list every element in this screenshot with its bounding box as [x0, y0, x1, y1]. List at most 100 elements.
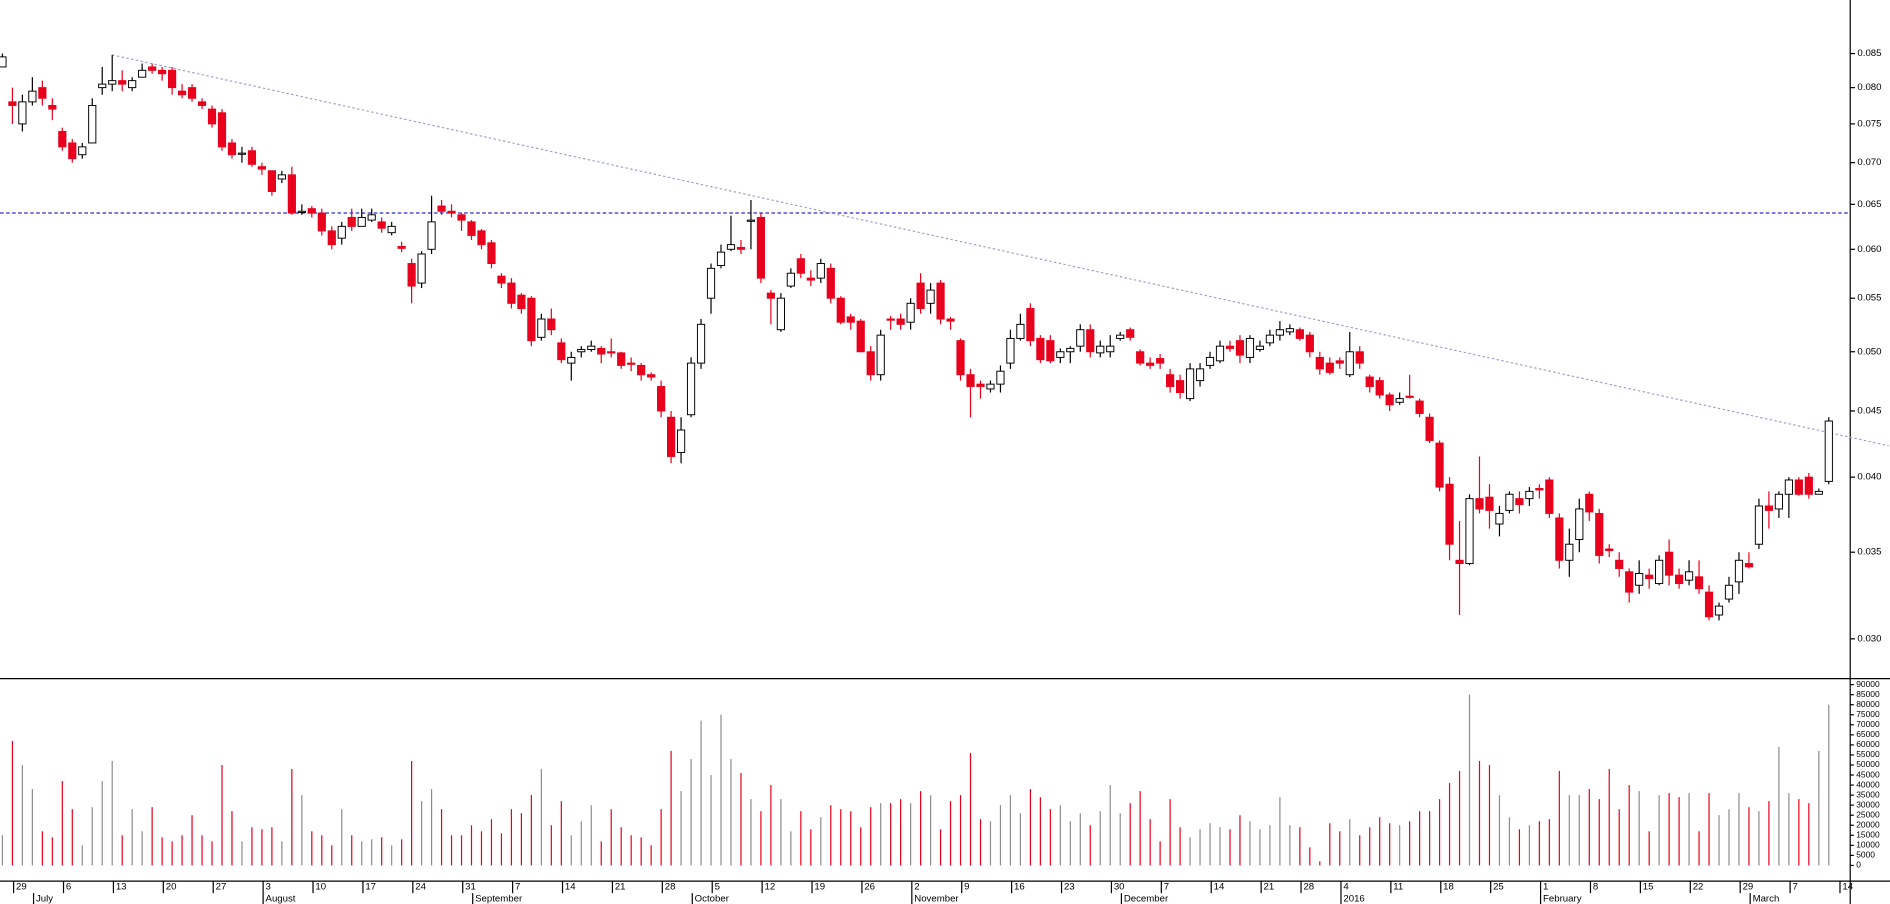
candle-body [896, 318, 905, 325]
candle-body [267, 170, 276, 192]
x-tick-label: 14 [1842, 882, 1853, 893]
candle-body [856, 320, 865, 353]
x-tick-label: 11 [1393, 882, 1403, 893]
candle-body [676, 429, 686, 453]
candle-body [1465, 498, 1474, 565]
candle-body [317, 212, 326, 232]
x-tick-label: 23 [1064, 882, 1075, 893]
candle-body [457, 214, 466, 221]
candle-body [1175, 380, 1185, 394]
candle-body [1714, 605, 1724, 616]
x-tick-label: 29 [1743, 882, 1754, 893]
candle-body [68, 142, 77, 160]
volume-tick-label: 40000 [1856, 779, 1880, 789]
candle-body [557, 342, 566, 361]
volume-tick-label: 45000 [1856, 769, 1880, 779]
candle-body [916, 282, 925, 309]
candle-body [58, 130, 67, 148]
volume-tick-label: 75000 [1856, 709, 1880, 719]
candle-body [197, 101, 207, 106]
candle-body [477, 230, 486, 246]
candle-body [1375, 380, 1384, 396]
candle-body [866, 351, 875, 376]
volume-tick-label: 90000 [1856, 679, 1880, 689]
candle-body [138, 69, 147, 78]
candle-body [547, 318, 556, 331]
x-tick-label: 7 [1164, 882, 1169, 893]
y-tick-label: 0.080 [1857, 82, 1881, 93]
candle-body [507, 282, 516, 304]
x-tick-label: 24 [415, 882, 426, 893]
candle-body [756, 216, 766, 279]
y-tick-label: 0.075 [1857, 118, 1881, 129]
volume-tick-label: 20000 [1856, 819, 1880, 829]
candle-body [936, 282, 945, 320]
candle-body [1195, 368, 1205, 382]
y-tick-label: 0.035 [1857, 547, 1881, 558]
candle-body [1205, 356, 1215, 366]
x-tick-label: 16 [1014, 882, 1025, 893]
x-tick-label: 10 [315, 882, 326, 893]
candle-body [437, 205, 446, 212]
candle-body [1126, 329, 1135, 338]
candle-body [806, 277, 815, 281]
x-tick-label: 5 [715, 882, 720, 893]
candle-body [1076, 329, 1085, 347]
candle-body [716, 251, 726, 266]
candle-body [1255, 345, 1265, 350]
trendline [112, 54, 1889, 447]
candle-body [956, 340, 965, 376]
candle-body [1684, 571, 1694, 581]
candle-body [1625, 571, 1634, 593]
y-tick-label: 0.030 [1857, 633, 1881, 644]
y-tick-label: 0.050 [1857, 346, 1881, 357]
candle-body [1046, 340, 1055, 362]
candle-body [836, 297, 845, 323]
candle-body [647, 374, 656, 378]
candle-body [696, 323, 706, 364]
candle-body [1595, 512, 1604, 556]
candle-body [98, 83, 107, 89]
candle-body [1435, 442, 1444, 488]
candle-body [447, 210, 456, 214]
x-tick-label: 7 [515, 882, 520, 893]
x-tick-label: 6 [66, 882, 71, 893]
volume-tick-label: 70000 [1856, 719, 1880, 729]
candle-body [1415, 400, 1424, 414]
candle-body [1754, 505, 1764, 545]
x-tick-label: 8 [1593, 882, 1598, 893]
candle-body [357, 216, 366, 227]
candle-body [347, 216, 356, 227]
volume-tick-label: 30000 [1856, 799, 1880, 809]
candle-body [377, 221, 386, 229]
volume-tick-label: 5000 [1856, 850, 1875, 860]
volume-tick-label: 60000 [1856, 739, 1880, 749]
y-tick-label: 0.085 [1857, 48, 1881, 59]
candle-body [637, 364, 646, 376]
candle-body [177, 90, 187, 96]
volume-tick-label: 50000 [1856, 759, 1880, 769]
candle-body [1365, 376, 1374, 388]
x-tick-label: 14 [565, 882, 576, 893]
candle-body [966, 374, 975, 388]
candle-body [1734, 559, 1744, 583]
candle-body [397, 246, 406, 249]
candle-body [517, 294, 526, 309]
x-tick-label: 20 [166, 882, 177, 893]
y-tick-label: 0.055 [1857, 293, 1881, 304]
candle-body [527, 297, 536, 342]
candle-body [1066, 347, 1075, 353]
x-tick-label: 19 [814, 882, 825, 893]
candle-body [158, 69, 167, 75]
candle-body [1136, 351, 1145, 364]
candle-body [337, 225, 346, 239]
candle-body [1056, 351, 1065, 358]
candle-body [28, 90, 37, 103]
candle-body [846, 316, 855, 323]
candle-body [1265, 334, 1275, 344]
month-label: September [475, 894, 523, 904]
candle-body [1585, 493, 1594, 513]
candle-body [617, 352, 626, 366]
y-tick-label: 0.040 [1857, 472, 1881, 483]
candle-body [207, 108, 217, 125]
